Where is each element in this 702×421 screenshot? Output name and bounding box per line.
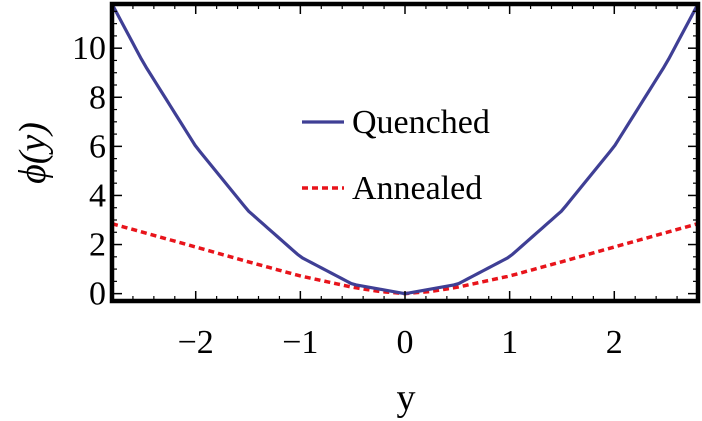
series-line-annealed [112, 221, 698, 296]
x-tick-label: 1 [501, 324, 518, 361]
legend-label-annealed: Annealed [352, 170, 482, 207]
y-tick-label: 4 [89, 177, 106, 214]
legend-label-quenched: Quenched [352, 104, 490, 141]
x-tick-label: 2 [606, 324, 623, 361]
y-tick-label: 10 [72, 30, 106, 67]
y-tick-label: 8 [89, 79, 106, 116]
x-tick-label: −1 [282, 324, 318, 361]
legend: Quenched Annealed [302, 104, 490, 207]
y-tick-label: 6 [89, 128, 106, 165]
y-tick-label: 2 [89, 227, 106, 264]
x-axis-label: y [397, 377, 416, 419]
y-axis-label: ϕ(y) [12, 122, 54, 184]
series-line-quenched [112, 4, 698, 296]
y-tick-label: 0 [89, 276, 106, 313]
ticks: −2 −1 0 1 2 0 2 4 6 8 10 [72, 4, 699, 361]
x-tick-label: −2 [178, 324, 214, 361]
x-tick-label: 0 [397, 324, 414, 361]
plot-area [112, 4, 698, 296]
